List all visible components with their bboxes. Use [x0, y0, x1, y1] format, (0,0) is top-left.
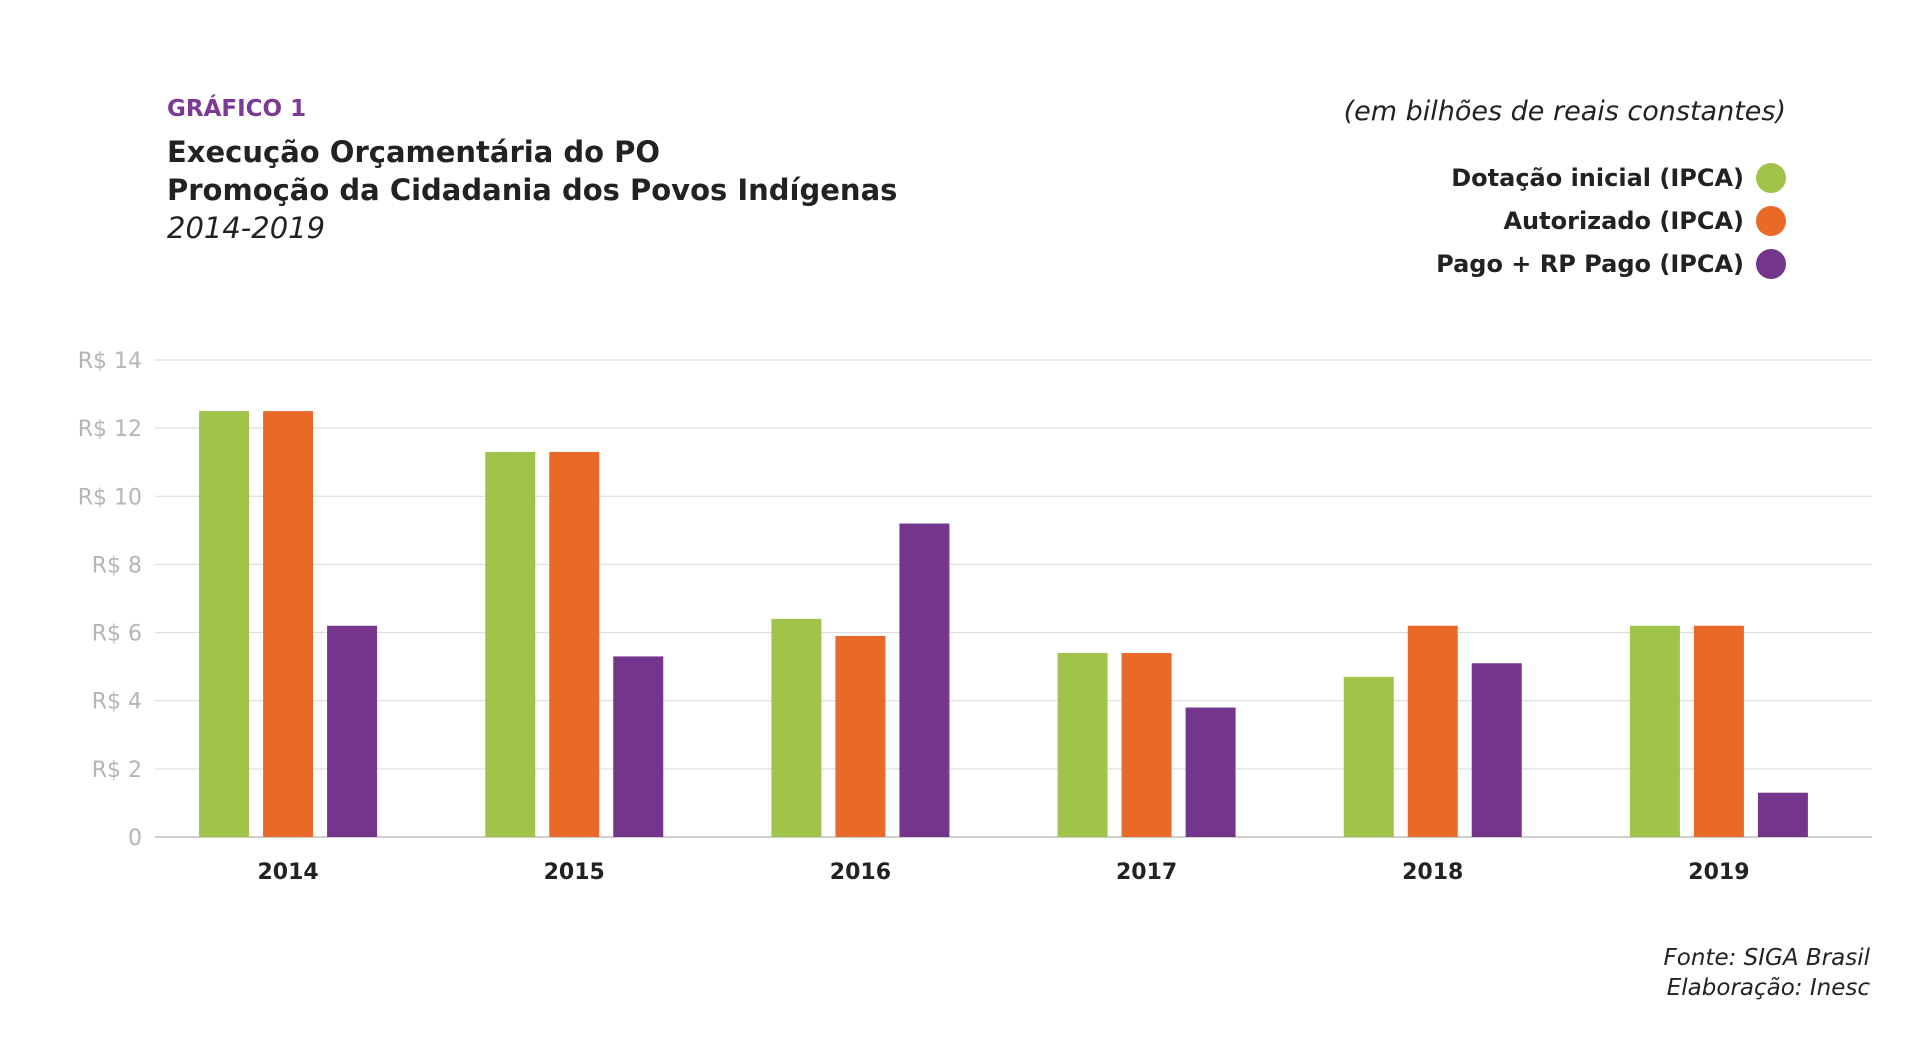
- y-tick-label: R$ 12: [78, 417, 142, 442]
- credit-text: Elaboração: Inesc: [1666, 975, 1870, 1001]
- bar: [899, 523, 950, 837]
- x-tick-label: 2016: [830, 860, 891, 885]
- legend-item-autorizado: Autorizado (IPCA): [1436, 203, 1786, 239]
- chart-title-line-1: Execução Orçamentária do PO: [167, 135, 661, 169]
- bar: [1121, 653, 1172, 837]
- bar: [771, 618, 822, 837]
- source-note: Fonte: SIGA Brasil Elaboração: Inesc: [1664, 943, 1870, 1003]
- legend-swatch-pago: [1756, 249, 1786, 279]
- x-tick-label: 2018: [1402, 860, 1463, 885]
- bar: [613, 656, 664, 837]
- bar: [1471, 663, 1522, 837]
- bar: [1343, 676, 1394, 837]
- chart-subtitle: 2014-2019: [167, 211, 326, 245]
- unit-note: (em bilhões de reais constantes): [1343, 96, 1786, 127]
- y-tick-label: R$ 4: [92, 690, 142, 715]
- bar: [485, 451, 536, 837]
- chart-title-line-2: Promoção da Cidadania dos Povos Indígena…: [167, 173, 898, 207]
- bar: [199, 411, 250, 837]
- source-text: Fonte: SIGA Brasil: [1663, 945, 1870, 971]
- bar: [1757, 792, 1808, 837]
- y-tick-label: R$ 6: [92, 622, 142, 647]
- x-tick-label: 2014: [257, 860, 318, 885]
- legend-label-pago: Pago + RP Pago (IPCA): [1436, 250, 1744, 278]
- legend-label-autorizado: Autorizado (IPCA): [1503, 207, 1744, 235]
- legend: Dotação inicial (IPCA) Autorizado (IPCA)…: [1436, 160, 1786, 289]
- legend-label-dotacao: Dotação inicial (IPCA): [1451, 164, 1744, 192]
- chart-kicker: GRÁFICO 1: [167, 96, 307, 122]
- bar: [263, 411, 314, 837]
- bar: [549, 451, 600, 837]
- legend-item-dotacao: Dotação inicial (IPCA): [1436, 160, 1786, 196]
- bar: [1629, 625, 1680, 837]
- y-tick-label: R$ 14: [78, 349, 142, 374]
- legend-item-pago: Pago + RP Pago (IPCA): [1436, 246, 1786, 282]
- chart-title: Execução Orçamentária do PO Promoção da …: [167, 133, 897, 209]
- x-tick-label: 2019: [1688, 860, 1749, 885]
- bar: [1693, 625, 1744, 837]
- y-tick-label: R$ 8: [92, 553, 142, 578]
- bar: [1057, 653, 1108, 837]
- bar: [835, 635, 886, 837]
- bar: [327, 625, 378, 837]
- bar: [1407, 625, 1458, 837]
- x-tick-label: 2015: [544, 860, 605, 885]
- y-tick-label: R$ 2: [92, 758, 142, 783]
- x-tick-label: 2017: [1116, 860, 1177, 885]
- bar: [1185, 707, 1236, 837]
- legend-swatch-autorizado: [1756, 206, 1786, 236]
- y-tick-label: R$ 10: [78, 485, 142, 510]
- legend-swatch-dotacao: [1756, 163, 1786, 193]
- y-tick-label: 0: [128, 826, 142, 851]
